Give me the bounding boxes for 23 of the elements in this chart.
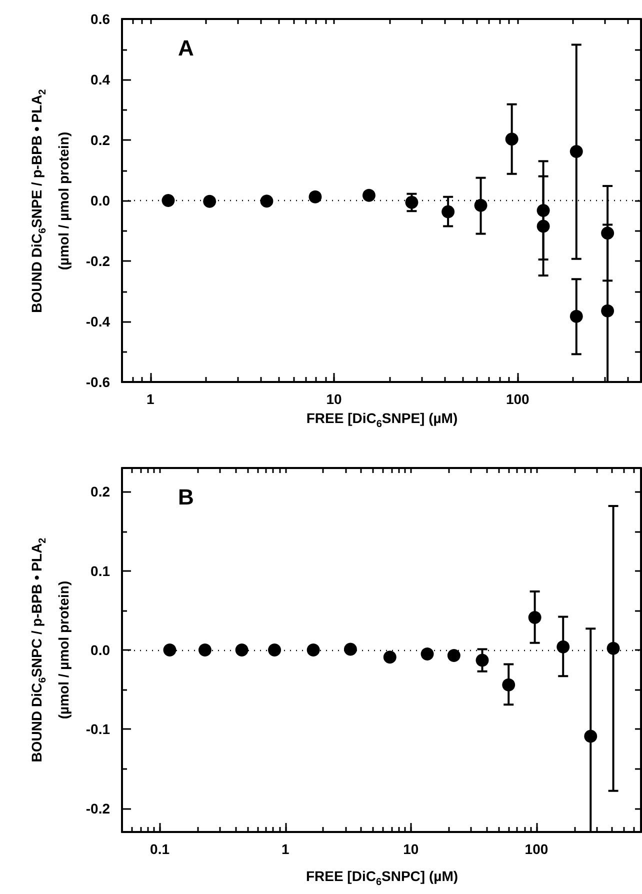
annotation: B [178, 484, 194, 510]
x-tick-label: 1 [281, 841, 290, 857]
y-tick-label: 0.2 [90, 132, 110, 148]
x-axis-title: FREE [DiC$_{6}$SNPE] (µM) [305, 410, 459, 430]
y-tick-label: 0.6 [90, 11, 110, 27]
x-tick-label: 0.1 [150, 841, 170, 857]
x-tick-label: 1 [146, 391, 155, 407]
y-tick-label: -0.2 [86, 253, 110, 269]
annotation: A [178, 36, 194, 60]
y-tick-label: 0.0 [90, 642, 110, 658]
y-tick-label: 0.2 [90, 484, 110, 500]
y-tick-label: -0.2 [86, 800, 110, 816]
x-axis-title: FREE [DiC$_{6}$SNPC] (µM) [304, 868, 460, 888]
x-tick-label: 10 [326, 391, 342, 407]
x-tick-label: 100 [506, 391, 530, 407]
y-tick-label: 0.4 [90, 72, 110, 88]
y-tick-label: -0.6 [86, 374, 110, 390]
y-tick-label: -0.4 [86, 314, 110, 330]
y-tick-label: 0.1 [90, 562, 110, 579]
y-tick-label: 0.0 [90, 192, 110, 208]
x-tick-label: 10 [403, 841, 419, 857]
y-tick-label: -0.1 [86, 721, 110, 738]
x-tick-label: 100 [524, 841, 548, 857]
